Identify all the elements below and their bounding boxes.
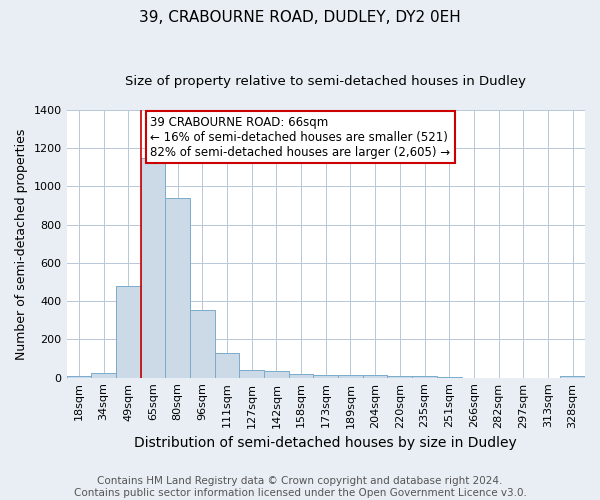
X-axis label: Distribution of semi-detached houses by size in Dudley: Distribution of semi-detached houses by …	[134, 436, 517, 450]
Text: 39 CRABOURNE ROAD: 66sqm
← 16% of semi-detached houses are smaller (521)
82% of : 39 CRABOURNE ROAD: 66sqm ← 16% of semi-d…	[151, 116, 451, 158]
Title: Size of property relative to semi-detached houses in Dudley: Size of property relative to semi-detach…	[125, 75, 526, 88]
Y-axis label: Number of semi-detached properties: Number of semi-detached properties	[15, 128, 28, 360]
Bar	[190, 310, 215, 378]
Bar	[140, 158, 165, 378]
Bar	[560, 376, 585, 378]
Text: Contains HM Land Registry data © Crown copyright and database right 2024.
Contai: Contains HM Land Registry data © Crown c…	[74, 476, 526, 498]
Bar	[289, 374, 313, 378]
Bar	[91, 373, 116, 378]
Bar	[388, 376, 412, 378]
Text: 39, CRABOURNE ROAD, DUDLEY, DY2 0EH: 39, CRABOURNE ROAD, DUDLEY, DY2 0EH	[139, 10, 461, 25]
Bar	[363, 375, 388, 378]
Bar	[313, 375, 338, 378]
Bar	[264, 372, 289, 378]
Bar	[338, 375, 363, 378]
Bar	[215, 353, 239, 378]
Bar	[437, 376, 461, 378]
Bar	[165, 198, 190, 378]
Bar	[239, 370, 264, 378]
Bar	[67, 376, 91, 378]
Bar	[116, 286, 140, 378]
Bar	[412, 376, 437, 378]
